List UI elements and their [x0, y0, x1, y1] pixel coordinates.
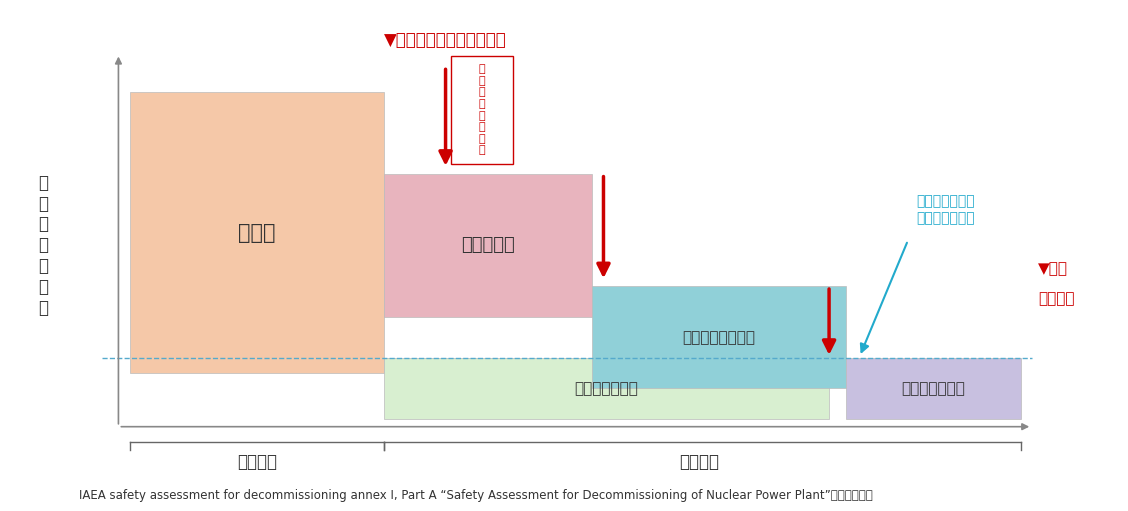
Text: 建屋などの解体: 建屋などの解体	[901, 381, 966, 396]
Text: 運転中: 運転中	[238, 222, 275, 243]
Text: 発電期間: 発電期間	[237, 453, 277, 471]
Text: 終了確認: 終了確認	[1038, 291, 1074, 307]
Text: 周辺設備の解体: 周辺設備の解体	[574, 381, 638, 396]
Text: 自然界における
放射性物質の量: 自然界における 放射性物質の量	[916, 195, 975, 225]
Text: ▼廃炉: ▼廃炉	[1038, 261, 1068, 276]
Bar	[384, 358, 829, 419]
Text: IAEA safety assessment for decommissioning annex Ⅰ, Part A “Safety Assessment fo: IAEA safety assessment for decommissioni…	[79, 489, 873, 502]
Text: ▼廃止決定／廃炉計画認可: ▼廃止決定／廃炉計画認可	[384, 31, 506, 49]
Bar	[130, 92, 384, 373]
Bar	[846, 358, 1021, 419]
Bar	[592, 286, 846, 388]
Bar	[384, 174, 592, 317]
Text: 放
射
性
物
質
の
量: 放 射 性 物 質 の 量	[38, 174, 47, 317]
Text: 廃炉期間: 廃炉期間	[679, 453, 720, 471]
Bar	[451, 56, 513, 164]
Text: 放
射
性
物
質
の
減
少: 放 射 性 物 質 の 減 少	[479, 64, 485, 155]
Text: 燃料の搬出: 燃料の搬出	[461, 236, 514, 254]
Text: 原子炉などの解体: 原子炉などの解体	[682, 330, 756, 345]
